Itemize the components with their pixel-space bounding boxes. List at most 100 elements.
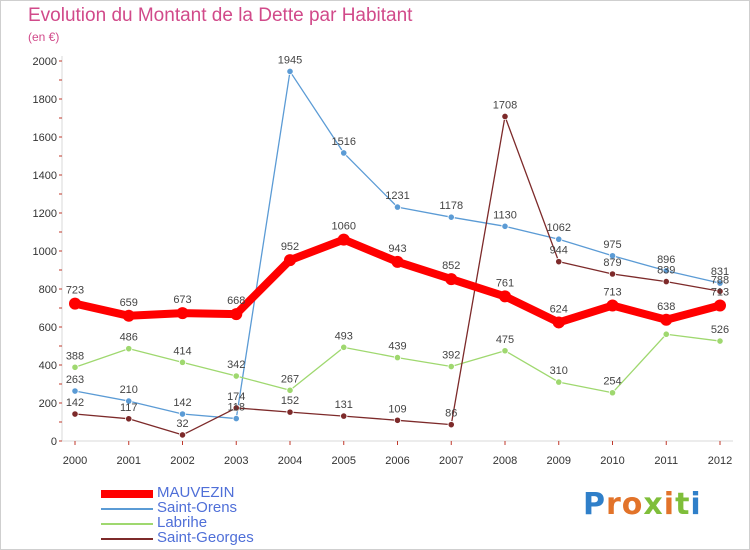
data-label: 109 (388, 403, 406, 415)
data-point (178, 358, 187, 366)
y-tick-label: 2000 (33, 56, 57, 68)
data-point (555, 258, 563, 266)
legend-swatch (101, 523, 153, 525)
data-point (125, 415, 133, 423)
data-label: 713 (603, 287, 621, 299)
data-point (340, 412, 348, 420)
data-point (340, 343, 348, 351)
data-label: 342 (227, 359, 245, 371)
data-point (716, 279, 724, 287)
data-label: 118 (227, 402, 245, 414)
data-label: 659 (120, 297, 138, 309)
data-point (445, 273, 458, 286)
data-point (393, 203, 402, 211)
legend-swatch (101, 508, 153, 510)
data-label: 131 (335, 399, 353, 411)
data-label: 944 (550, 245, 568, 257)
data-point (232, 414, 240, 423)
data-point (501, 347, 509, 355)
data-point (499, 290, 511, 303)
data-label: 310 (550, 365, 568, 377)
data-label: 475 (496, 334, 514, 346)
logo-letter: r (606, 487, 622, 522)
x-tick-label: 2007 (439, 455, 463, 467)
data-label: 1178 (439, 200, 463, 212)
logo-letter: x (643, 487, 664, 522)
data-point (716, 287, 724, 295)
data-point (608, 270, 617, 278)
data-label: 526 (711, 324, 729, 336)
y-tick-label: 800 (39, 284, 57, 296)
legend-label: Saint-Georges (157, 529, 254, 546)
data-label: 952 (281, 241, 299, 253)
data-label: 1062 (547, 222, 571, 234)
data-point (447, 362, 455, 371)
data-point (391, 255, 404, 268)
data-point (552, 316, 565, 329)
y-tick-label: 1800 (33, 94, 57, 106)
data-label: 142 (173, 397, 191, 409)
data-label: 831 (711, 266, 729, 278)
data-label: 142 (66, 397, 84, 409)
chart-subtitle: (en €) (28, 30, 60, 44)
chart-title: Evolution du Montant de la Dette par Hab… (28, 5, 413, 26)
data-point (232, 404, 240, 412)
data-label: 1231 (385, 190, 409, 202)
data-point (393, 416, 402, 424)
legend-label: MAUVEZIN (157, 484, 235, 501)
x-tick-label: 2010 (600, 455, 624, 467)
data-point (71, 387, 79, 395)
data-label: 896 (657, 254, 675, 266)
data-point (716, 337, 724, 345)
data-point (178, 410, 187, 418)
data-point (501, 222, 509, 230)
data-point (122, 309, 135, 322)
data-point (501, 112, 509, 121)
data-label: 638 (657, 301, 675, 313)
data-label: 761 (496, 277, 514, 289)
series-line-saint-georges (74, 115, 721, 436)
data-label: 673 (173, 294, 191, 306)
data-label: 713 (711, 287, 729, 299)
data-label: 117 (120, 402, 138, 414)
data-point (230, 308, 243, 321)
y-tick-label: 600 (39, 322, 57, 334)
logo-letter: o (621, 487, 644, 522)
data-label: 879 (603, 257, 621, 269)
data-point (337, 233, 350, 246)
x-tick-label: 2005 (332, 455, 356, 467)
legend-swatch (101, 490, 153, 498)
data-point (340, 149, 348, 157)
data-point (662, 277, 670, 286)
data-point (286, 408, 294, 416)
data-label: 32 (176, 418, 188, 430)
data-point (555, 378, 563, 386)
data-label: 788 (711, 274, 729, 286)
data-label: 839 (657, 265, 675, 277)
data-point (662, 330, 670, 338)
data-point (662, 267, 670, 275)
x-tick-label: 2008 (493, 455, 517, 467)
legend-label: Labrihe (157, 514, 208, 531)
data-label: 486 (120, 332, 138, 344)
data-point (447, 213, 455, 221)
data-label: 624 (550, 303, 568, 315)
logo-letter: i (690, 487, 702, 522)
data-label: 263 (66, 374, 84, 386)
data-point (125, 345, 133, 353)
x-tick-label: 2012 (708, 455, 732, 467)
y-tick-label: 1600 (33, 132, 57, 144)
data-label: 86 (445, 408, 457, 420)
data-point (71, 410, 79, 418)
data-label: 1945 (278, 54, 302, 66)
data-point (284, 254, 296, 267)
data-point (608, 389, 617, 397)
data-label: 943 (388, 243, 406, 255)
data-point (176, 307, 189, 320)
y-tick-label: 0 (51, 436, 57, 448)
data-point (178, 431, 187, 439)
data-point (71, 363, 79, 371)
data-label: 388 (66, 350, 84, 362)
x-tick-label: 2006 (385, 455, 409, 467)
data-point (606, 299, 619, 312)
